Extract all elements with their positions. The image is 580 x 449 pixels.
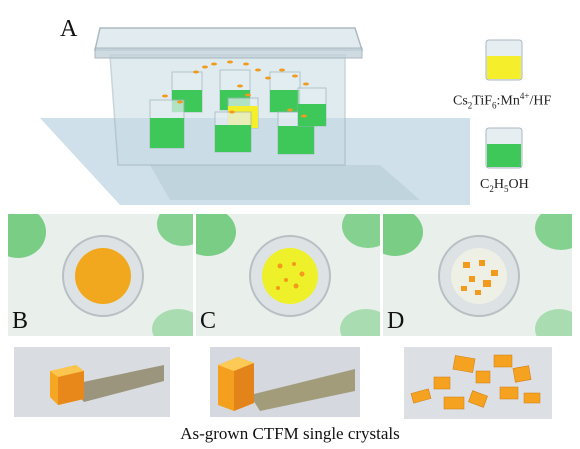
panel-a: A [0,0,580,212]
beakers [149,69,327,155]
ethanol-label: C2H5OH [480,177,529,194]
panel-letter-d: D [387,308,405,334]
solution-label: Cs2TiF6:Mn4+/HF [453,91,552,111]
crystal-single-image [14,347,170,417]
dish-solution-image [8,214,193,336]
crystal-photo-3 [404,347,552,419]
glass-lid [94,27,364,51]
crystal-column-image [210,347,360,417]
ethanol-beaker-icon [485,127,523,169]
crystal-many-image [404,347,552,419]
panel-letter-b: B [12,308,29,334]
panel-b: B [8,214,193,336]
crystal-particles [162,60,309,118]
lid-rim [94,47,363,59]
dish-nucleation-image [196,214,380,336]
container-illustration [40,27,470,205]
figure-caption: As-grown CTFM single crystals [180,424,400,443]
panel-c: C [196,214,380,336]
dish-crystals-image [383,214,572,336]
crystal-photo-2 [210,347,360,417]
panel-letter-c: C [200,308,217,334]
solution-beaker-icon [485,39,523,81]
panel-d: D [383,214,572,336]
box-shadow [150,165,420,200]
panel-letter-a: A [60,16,78,42]
crystal-photo-1 [14,347,170,417]
